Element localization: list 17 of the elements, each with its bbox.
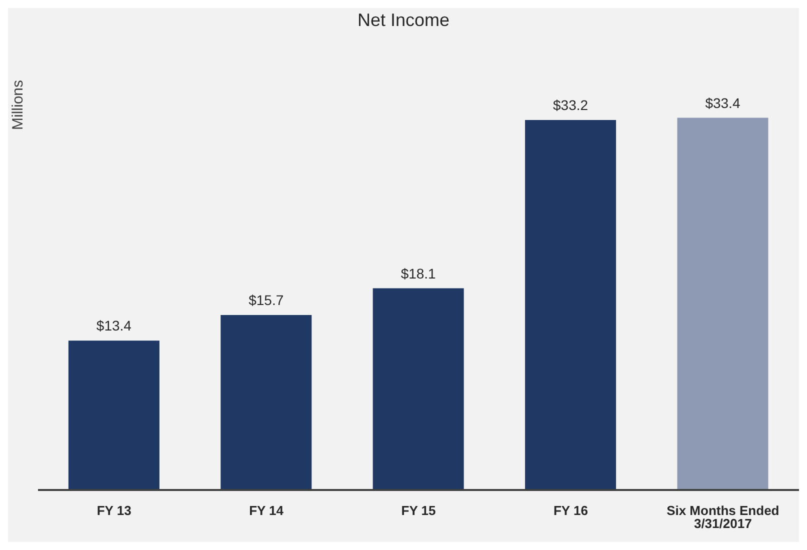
y-axis-title: Millions <box>10 80 26 130</box>
chart-title: Net Income <box>356 9 451 32</box>
bar <box>220 315 312 490</box>
x-tick-label: Six Months Ended 3/31/2017 <box>666 503 780 532</box>
data-label: $33.4 <box>705 94 740 111</box>
bar <box>68 340 160 490</box>
data-label: $13.4 <box>96 318 132 334</box>
data-label: $18.1 <box>400 265 436 282</box>
x-tick-label: FY 16 <box>553 503 588 518</box>
x-tick-label: FY 13 <box>96 503 132 518</box>
x-tick-label: FY 15 <box>401 503 436 518</box>
bar <box>372 288 464 490</box>
bar <box>677 118 768 490</box>
data-label: $33.2 <box>553 97 588 114</box>
bar <box>525 120 616 490</box>
x-tick-label: FY 14 <box>249 503 284 518</box>
data-label: $15.7 <box>248 292 284 308</box>
